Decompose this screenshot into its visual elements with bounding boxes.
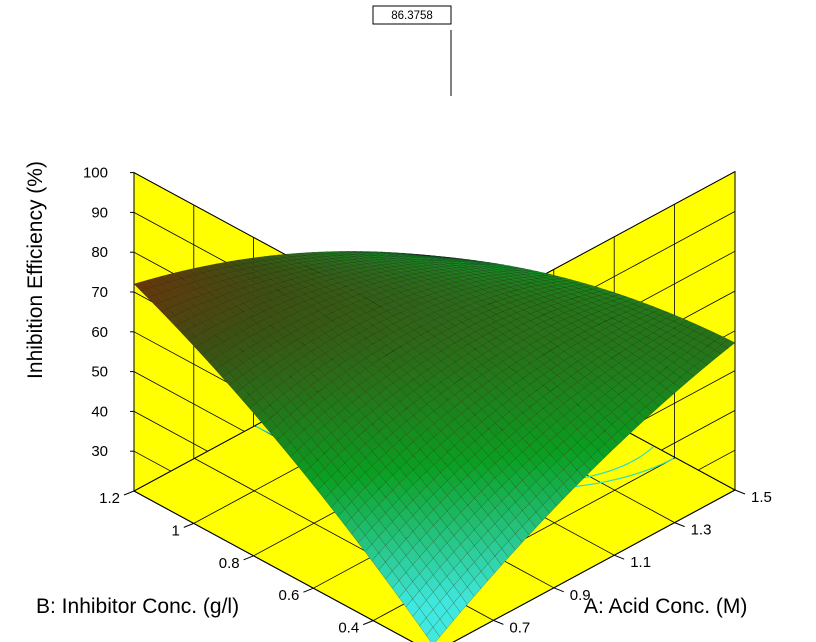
floor-grid-x	[133, 490, 414, 642]
chart-axes: 304050607080901000.50.70.91.11.31.50.20.…	[83, 165, 772, 637]
surface-cell	[429, 255, 443, 258]
y-tick-mark	[123, 490, 135, 496]
max-flag-value: 86.3758	[391, 10, 433, 22]
y-tick-mark	[363, 620, 374, 626]
y-tick-label: 0.4	[338, 620, 359, 637]
max-value-flag: 86.3758	[372, 5, 452, 96]
z-axis-title: Inhibition Efficiency (%)	[24, 161, 47, 379]
z-tick-label: 80	[91, 244, 108, 261]
x-tick-mark	[734, 489, 746, 495]
x-tick-label: 1.1	[630, 554, 651, 571]
response-surface	[133, 251, 736, 642]
floor-grid-y	[452, 489, 736, 642]
x-tick-label: 1.5	[751, 489, 772, 506]
z-tick-label: 40	[91, 403, 108, 420]
x-tick-mark	[493, 619, 504, 625]
z-tick-label: 60	[91, 324, 108, 341]
z-tick-label: 30	[91, 443, 108, 460]
z-tick-label: 70	[91, 284, 108, 301]
z-tick-label: 100	[83, 165, 108, 182]
x-tick-label: 1.3	[691, 522, 712, 539]
z-tick-label: 90	[91, 204, 108, 221]
y-axis-title: B: Inhibitor Conc. (g/l)	[36, 595, 239, 618]
x-tick-mark	[553, 587, 564, 593]
y-tick-mark	[243, 555, 254, 561]
max-flag-box	[372, 5, 452, 25]
y-tick-mark	[303, 587, 314, 593]
x-tick-label: 0.7	[509, 619, 530, 636]
y-tick-label: 1.2	[99, 490, 120, 507]
x-axis-title: A: Acid Conc. (M)	[584, 595, 747, 618]
x-tick-mark	[674, 522, 685, 528]
x-tick-mark	[614, 554, 625, 560]
z-tick-label: 50	[91, 364, 108, 381]
y-tick-label: 1	[171, 522, 179, 539]
y-tick-label: 0.8	[219, 555, 240, 572]
y-tick-mark	[183, 522, 194, 528]
x-tick-label: 0.9	[570, 587, 591, 604]
y-tick-label: 0.6	[279, 587, 300, 604]
